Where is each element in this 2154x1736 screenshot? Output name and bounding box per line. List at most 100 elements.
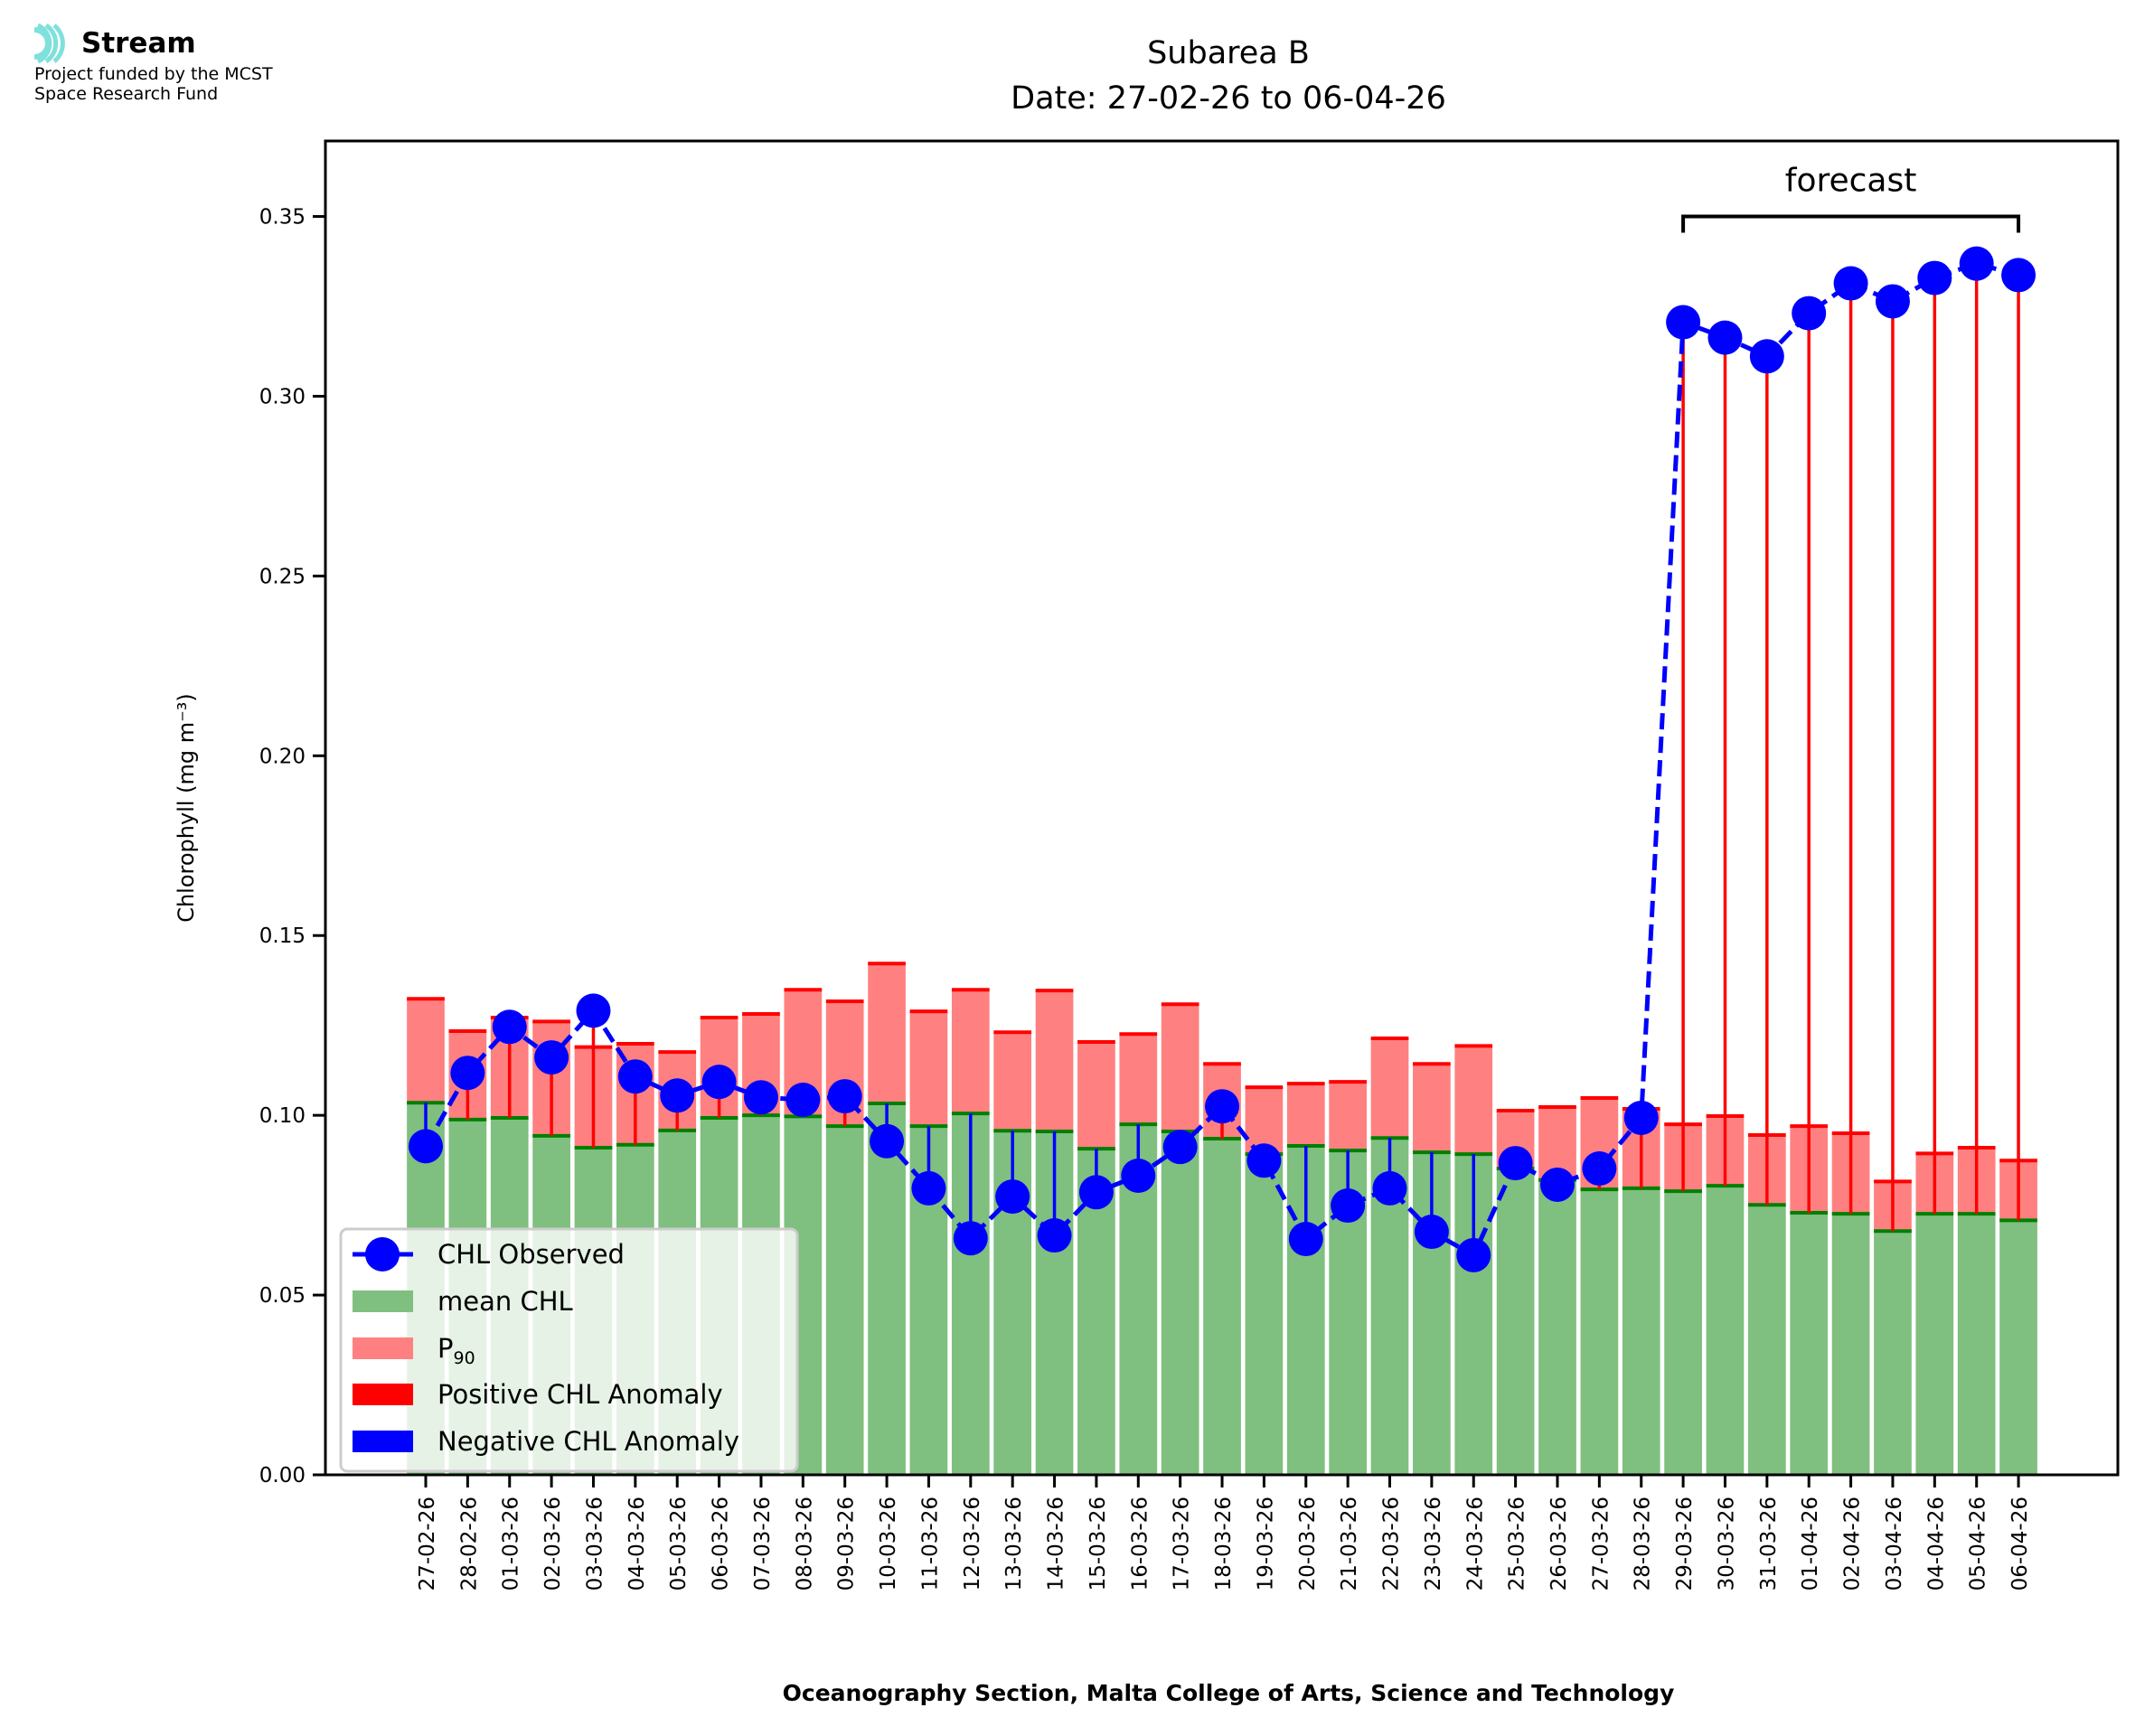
y-tick-label: 0.05 (259, 1284, 306, 1308)
x-tick-label: 15-03-26 (1086, 1497, 1110, 1591)
p90-bar (909, 1011, 948, 1127)
observed-point (1121, 1158, 1156, 1193)
mean-bar (1245, 1154, 1284, 1475)
x-tick-label: 20-03-26 (1296, 1497, 1320, 1591)
y-tick-label: 0.10 (259, 1104, 306, 1128)
mean-bar (1999, 1220, 2037, 1475)
legend-label: CHL Observed (437, 1239, 625, 1270)
observed-point (1456, 1237, 1491, 1272)
logo: Stream Project funded by the MCST Space … (34, 23, 273, 103)
mean-bar (1747, 1205, 1786, 1475)
legend-swatch-icon (353, 1337, 413, 1359)
y-axis: 0.00 0.05 0.10 0.15 0.20 0.25 0.30 0.35 (259, 206, 325, 1487)
x-tick-label: 23-03-26 (1422, 1497, 1445, 1591)
x-tick-label: 02-04-26 (1841, 1497, 1865, 1591)
mean-bar (1957, 1214, 1996, 1475)
legend-label: Negative CHL Anomaly (437, 1426, 739, 1457)
observed-point (2001, 258, 2036, 293)
mean-bar (1831, 1214, 1870, 1475)
observed-point (1917, 260, 1952, 296)
observed-point (1833, 266, 1868, 301)
observed-point (576, 993, 611, 1028)
p90-bar (1119, 1034, 1158, 1125)
x-tick-label: 29-03-26 (1673, 1497, 1697, 1591)
p90-bar (1329, 1082, 1367, 1151)
observed-point (492, 1009, 527, 1045)
p90-bar (1286, 1084, 1325, 1146)
x-tick-label: 04-03-26 (626, 1497, 649, 1591)
p90-bar (993, 1032, 1032, 1131)
forecast-label: forecast (1785, 163, 1917, 200)
legend: CHL Observed mean CHL P90 Positive CHL Anom… (339, 1227, 799, 1473)
mean-bar (1790, 1212, 1829, 1475)
x-tick-label: 31-03-26 (1757, 1497, 1781, 1591)
x-tick-label: 28-02-26 (457, 1497, 481, 1591)
mean-bar (1580, 1189, 1619, 1475)
y-tick-label: 0.20 (259, 745, 306, 768)
observed-point (534, 1040, 569, 1075)
observed-point (911, 1170, 946, 1206)
legend-swatch-icon (353, 1290, 413, 1312)
x-tick-label: 16-03-26 (1128, 1497, 1152, 1591)
mean-bar (1496, 1168, 1535, 1475)
observed-point (743, 1080, 778, 1115)
p90-bar (1161, 1004, 1199, 1132)
x-tick-label: 12-03-26 (961, 1497, 984, 1591)
x-tick-label: 27-02-26 (416, 1497, 439, 1591)
x-tick-label: 02-03-26 (541, 1497, 565, 1591)
observed-point (827, 1079, 862, 1114)
observed-point (1623, 1100, 1659, 1135)
logo-name: Stream (81, 27, 196, 60)
mean-bar (1664, 1191, 1702, 1475)
mean-bar (1874, 1231, 1912, 1475)
p90-bar (407, 999, 445, 1103)
funding-line-2: Space Research Fund (34, 84, 219, 104)
legend-swatch-icon (353, 1431, 413, 1452)
p90-bar (1370, 1038, 1409, 1139)
x-tick-label: 04-04-26 (1924, 1497, 1948, 1591)
p90-bar (1413, 1064, 1451, 1153)
observed-point (995, 1179, 1030, 1215)
mean-bar (1538, 1179, 1576, 1475)
x-tick-label: 25-03-26 (1506, 1497, 1529, 1591)
observed-point (1707, 320, 1743, 355)
p90-bar (1454, 1046, 1493, 1155)
x-tick-label: 09-03-26 (835, 1497, 859, 1591)
observed-point (1078, 1175, 1114, 1210)
anomaly-layer (424, 263, 2020, 1255)
observed-point (617, 1059, 653, 1094)
p90-bar (1245, 1087, 1284, 1155)
legend-swatch-icon (353, 1384, 413, 1405)
y-tick-label: 0.00 (259, 1464, 306, 1487)
x-tick-label: 26-03-26 (1547, 1497, 1571, 1591)
observed-point (1582, 1151, 1617, 1187)
x-axis-label: Oceanography Section, Malta College of A… (783, 1680, 1675, 1706)
observed-point (1539, 1167, 1575, 1202)
observed-point (1246, 1143, 1282, 1178)
x-tick-label: 19-03-26 (1254, 1497, 1277, 1591)
x-tick-label: 03-04-26 (1883, 1497, 1906, 1591)
funding-line-1: Project funded by the MCST (34, 64, 273, 84)
x-tick-label: 03-03-26 (583, 1497, 607, 1591)
y-tick-label: 0.25 (259, 565, 306, 588)
observed-point (1205, 1089, 1240, 1124)
y-tick-label: 0.35 (259, 206, 306, 230)
logo-brand: Stream (34, 23, 273, 63)
observed-point (1749, 339, 1784, 374)
x-tick-label: 13-03-26 (1002, 1497, 1026, 1591)
mean-bar (1622, 1187, 1660, 1475)
forecast-bracket (1681, 214, 2021, 233)
observed-point (1372, 1170, 1407, 1206)
observed-point (450, 1056, 485, 1091)
stream-waves-icon (34, 23, 76, 63)
observed-point (870, 1123, 905, 1159)
x-tick-label: 11-03-26 (918, 1497, 942, 1591)
x-tick-label: 27-03-26 (1589, 1497, 1613, 1591)
y-tick-label: 0.15 (259, 924, 306, 948)
x-tick-label: 07-03-26 (751, 1497, 775, 1591)
p90-bar (1077, 1041, 1115, 1150)
forecast-annotation: forecast (1681, 163, 2021, 233)
y-tick-label: 0.30 (259, 385, 306, 408)
p90-bar (951, 990, 990, 1114)
